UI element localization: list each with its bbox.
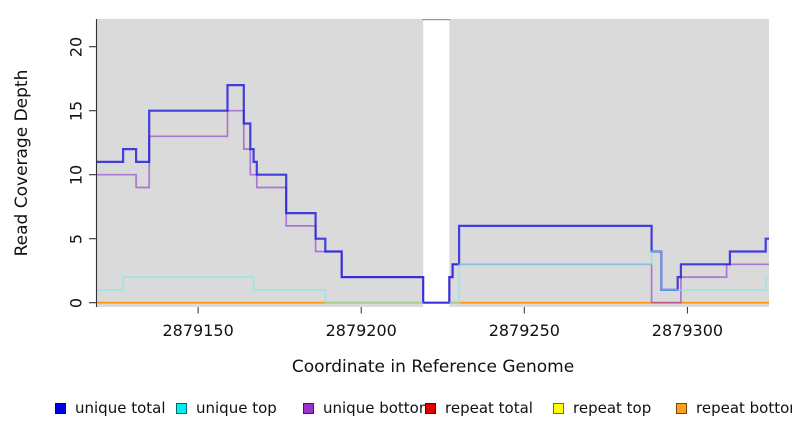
legend-label-repeat-bottom: repeat bottom — [696, 399, 792, 417]
legend-label-unique-top: unique top — [196, 399, 277, 417]
x-axis-title: Coordinate in Reference Genome — [291, 357, 575, 377]
legend-label-repeat-total: repeat total — [445, 399, 533, 417]
y-tick-label: 10 — [66, 164, 86, 185]
legend-label-unique-bottom: unique bottom — [323, 399, 434, 417]
y-axis-title: Read Coverage Depth — [12, 69, 32, 257]
y-tick-label: 20 — [66, 36, 86, 57]
y-tick-label: 15 — [66, 100, 86, 121]
series-unique-total — [97, 84, 769, 304]
legend-swatch-repeat-total — [425, 402, 436, 414]
x-tick-label: 2879250 — [488, 321, 560, 340]
legend-item-repeat-bottom: repeat bottom — [676, 399, 792, 417]
series-unique-top — [97, 276, 424, 304]
y-tick-label: 0 — [66, 297, 86, 308]
x-tick-label: 2879200 — [325, 321, 397, 340]
legend-item-unique-bottom: unique bottom — [303, 399, 433, 417]
legend-item-repeat-top: repeat top — [553, 399, 651, 417]
legend-swatch-unique-top — [176, 402, 187, 414]
coverage-gap-band — [423, 19, 450, 307]
legend-swatch-unique-total — [55, 402, 66, 414]
legend-label-repeat-top: repeat top — [573, 399, 652, 417]
legend-item-unique-total: unique total — [55, 399, 166, 417]
series-unique-top — [449, 250, 769, 304]
y-tick-label: 5 — [66, 233, 86, 244]
legend-swatch-repeat-bottom — [676, 402, 687, 414]
x-tick-label: 2879150 — [162, 321, 234, 340]
legend-item-unique-top: unique top — [176, 399, 277, 417]
legend-swatch-repeat-top — [553, 402, 564, 414]
x-tick-label: 2879300 — [651, 321, 724, 340]
legend-label-unique-total: unique total — [75, 399, 166, 417]
legend-swatch-unique-bottom — [303, 402, 314, 414]
legend-item-repeat-total: repeat total — [425, 399, 533, 417]
